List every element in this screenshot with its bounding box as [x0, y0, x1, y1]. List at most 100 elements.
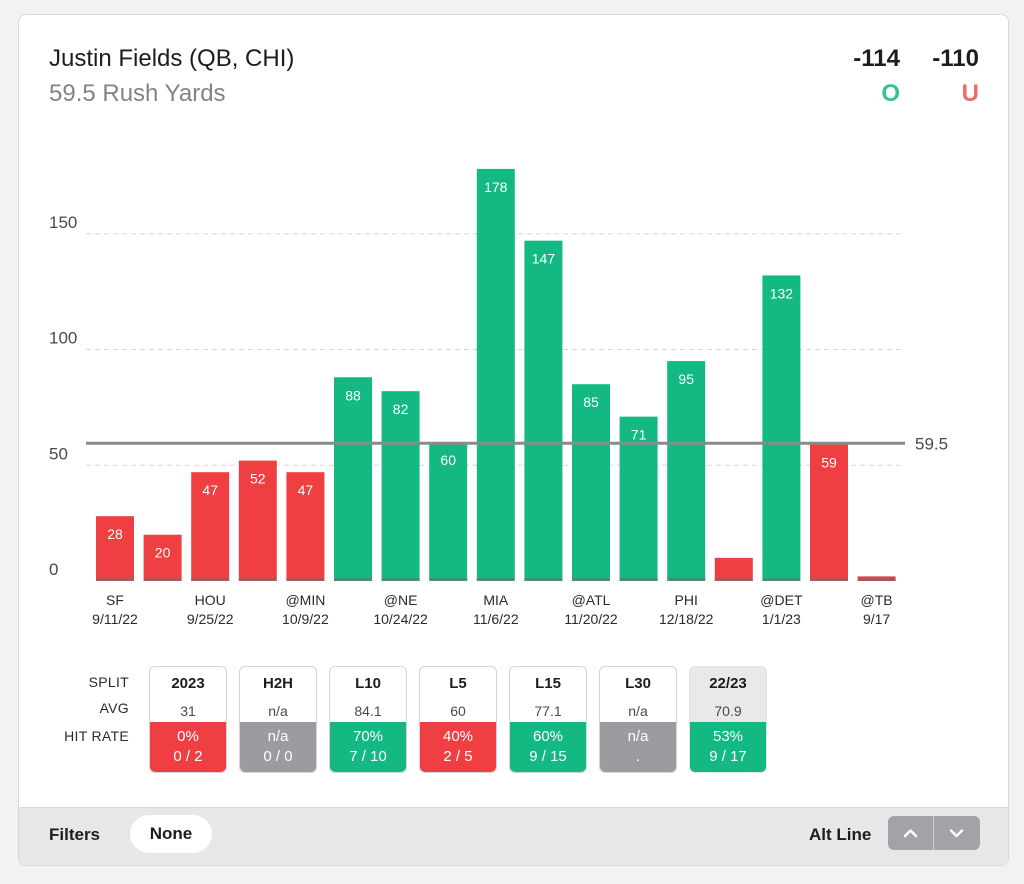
- player-name: Justin Fields (QB, CHI): [49, 45, 295, 72]
- split-row-label-hit-rate: HIT RATE: [64, 728, 129, 744]
- split-card-2223[interactable]: 22/23 70.9 53% 9 / 17: [689, 666, 767, 773]
- split-name: L15: [535, 675, 561, 692]
- alt-line-down-button[interactable]: [934, 816, 979, 850]
- bar-value-label: 178: [484, 179, 508, 195]
- alt-line-up-button[interactable]: [888, 816, 934, 850]
- x-tick-opponent: PHI: [675, 592, 698, 608]
- under-label[interactable]: U: [961, 80, 979, 107]
- split-avg: 84.1: [354, 703, 382, 719]
- split-hit-rate: 70% 7 / 10: [330, 722, 406, 772]
- filter-none-button[interactable]: None: [130, 815, 212, 853]
- split-row-label-split: SPLIT: [88, 674, 129, 690]
- bar-value-label: 85: [583, 394, 599, 410]
- x-tick-opponent: HOU: [195, 592, 226, 608]
- bar-base: [381, 578, 420, 581]
- split-avg: 70.9: [714, 703, 742, 719]
- bar: [667, 361, 706, 581]
- x-tick-date: 9/17: [863, 611, 890, 627]
- bar-base: [96, 578, 134, 581]
- y-tick-label: 100: [49, 329, 77, 348]
- bar-base: [857, 578, 896, 581]
- x-tick-date: 10/9/22: [282, 611, 329, 627]
- bar-base: [143, 578, 182, 581]
- y-tick-label: 150: [49, 213, 77, 232]
- bar-value-label: 60: [440, 452, 456, 468]
- chevron-down-icon: [949, 829, 964, 838]
- bar: [714, 557, 753, 581]
- split-hit-pct: n/a: [627, 728, 649, 745]
- split-hit-record: 0 / 2: [173, 748, 203, 765]
- bar-value-label: 52: [250, 471, 266, 487]
- split-hit-rate: n/a 0 / 0: [240, 722, 316, 772]
- bar: [238, 460, 277, 581]
- bar: [524, 240, 563, 581]
- split-hit-pct: 40%: [442, 728, 474, 745]
- alt-line-stepper: [888, 816, 980, 850]
- split-name: L5: [449, 675, 467, 692]
- split-hit-pct: 60%: [532, 728, 564, 745]
- split-card-l15[interactable]: L15 77.1 60% 9 / 15: [509, 666, 587, 773]
- split-hit-rate: 53% 9 / 17: [690, 722, 766, 772]
- bar-value-label: 20: [155, 545, 171, 561]
- x-tick-opponent: @NE: [384, 592, 418, 608]
- alt-line-label: Alt Line: [809, 825, 872, 844]
- over-label[interactable]: O: [881, 80, 900, 107]
- footer-bar: Filters None Alt Line: [19, 807, 1008, 865]
- bar-value-label: 88: [345, 387, 361, 403]
- bar: [381, 391, 420, 581]
- bar-base: [334, 578, 372, 581]
- bar-value-label: 47: [298, 482, 314, 498]
- split-name: L30: [625, 675, 651, 692]
- split-hit-pct: 53%: [712, 728, 744, 745]
- bar-value-label: 47: [202, 482, 218, 498]
- bar-base: [810, 578, 848, 581]
- x-tick-opponent: @DET: [760, 592, 803, 608]
- split-hit-record: 2 / 5: [443, 748, 473, 765]
- bar-base: [667, 578, 706, 581]
- split-avg: 77.1: [534, 703, 562, 719]
- split-hit-record: 9 / 17: [709, 748, 747, 765]
- y-tick-label: 0: [49, 560, 58, 579]
- x-tick-opponent: @TB: [861, 592, 893, 608]
- bar: [191, 472, 230, 581]
- bar-value-label: 71: [631, 427, 647, 443]
- split-hit-rate: 0% 0 / 2: [150, 722, 226, 772]
- bar: [762, 275, 801, 581]
- split-card-h2h[interactable]: H2H n/a n/a 0 / 0: [239, 666, 317, 773]
- bar-base: [191, 578, 230, 581]
- x-tick-opponent: @MIN: [285, 592, 325, 608]
- bar-base: [619, 578, 658, 581]
- x-tick-date: 11/6/22: [473, 611, 519, 627]
- x-tick-opponent: SF: [106, 592, 124, 608]
- x-tick-date: 1/1/23: [762, 611, 801, 627]
- split-hit-pct: 0%: [177, 728, 199, 745]
- bar-value-label: 59: [821, 454, 837, 470]
- over-odds[interactable]: -114: [853, 45, 900, 72]
- rush-yards-chart: 0 50 100 150 28 20 47 52 47 88 82 60 178 147 85 71 95 132…: [49, 168, 948, 627]
- split-card-l5[interactable]: L5 60 40% 2 / 5: [419, 666, 497, 773]
- under-odds[interactable]: -110: [932, 45, 979, 72]
- x-tick-date: 11/20/22: [564, 611, 618, 627]
- split-hit-pct: 70%: [352, 728, 384, 745]
- y-tick-label: 50: [49, 444, 68, 463]
- bar-value-label: 132: [770, 285, 794, 301]
- bar-base: [524, 578, 563, 581]
- x-tick-date: 10/24/22: [373, 611, 428, 627]
- bar: [572, 384, 610, 581]
- x-tick-date: 12/18/22: [659, 611, 714, 627]
- split-card-2023[interactable]: 2023 31 0% 0 / 2: [149, 666, 227, 773]
- split-card-l30[interactable]: L30 n/a n/a.: [599, 666, 677, 773]
- split-avg: 60: [450, 703, 466, 719]
- split-hit-pct: n/a: [267, 728, 289, 745]
- bar: [334, 377, 372, 581]
- split-hit-record: 7 / 10: [349, 748, 387, 765]
- prop-line: 59.5 Rush Yards: [49, 80, 226, 107]
- bar-value-label: 28: [107, 526, 123, 542]
- bar-base: [714, 578, 753, 581]
- split-avg: n/a: [268, 703, 288, 719]
- bar-base: [476, 578, 515, 581]
- split-card-l10[interactable]: L10 84.1 70% 7 / 10: [329, 666, 407, 773]
- bar-value-label: 95: [678, 371, 694, 387]
- bar: [429, 442, 468, 581]
- chevron-up-icon: [903, 829, 918, 838]
